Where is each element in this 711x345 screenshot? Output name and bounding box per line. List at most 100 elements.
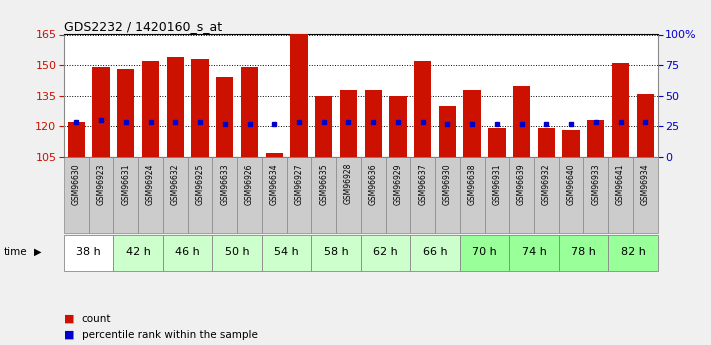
Text: GSM96924: GSM96924 — [146, 163, 155, 205]
Bar — [213, 235, 262, 270]
Text: GSM96633: GSM96633 — [220, 163, 229, 205]
Text: GDS2232 / 1420160_s_at: GDS2232 / 1420160_s_at — [64, 20, 222, 33]
Bar — [414, 61, 432, 157]
Text: GSM96929: GSM96929 — [393, 163, 402, 205]
Bar — [509, 235, 559, 270]
Bar — [534, 157, 559, 233]
Bar — [464, 90, 481, 157]
Bar — [191, 59, 209, 157]
Bar — [538, 128, 555, 157]
Bar — [559, 157, 584, 233]
Text: 62 h: 62 h — [373, 247, 398, 257]
Text: 54 h: 54 h — [274, 247, 299, 257]
Bar — [633, 157, 658, 233]
Text: GSM96638: GSM96638 — [468, 163, 476, 205]
Bar — [513, 86, 530, 157]
Bar — [484, 157, 509, 233]
Bar — [385, 157, 410, 233]
Text: GSM96630: GSM96630 — [72, 163, 81, 205]
Text: GSM96634: GSM96634 — [269, 163, 279, 205]
Text: GSM96923: GSM96923 — [97, 163, 106, 205]
Bar — [439, 106, 456, 157]
Bar — [460, 157, 484, 233]
Bar — [117, 69, 134, 157]
Bar — [237, 157, 262, 233]
Bar — [608, 157, 633, 233]
Bar — [488, 128, 506, 157]
Bar — [587, 120, 604, 157]
Text: 42 h: 42 h — [126, 247, 151, 257]
Bar — [262, 157, 287, 233]
Bar — [636, 94, 654, 157]
Bar — [166, 57, 184, 157]
Text: GSM96636: GSM96636 — [369, 163, 378, 205]
Text: GSM96632: GSM96632 — [171, 163, 180, 205]
Bar — [266, 153, 283, 157]
Text: ▶: ▶ — [34, 247, 42, 257]
Text: 78 h: 78 h — [571, 247, 596, 257]
Bar — [360, 235, 410, 270]
Bar — [340, 90, 357, 157]
Bar — [241, 67, 258, 157]
Bar — [612, 63, 629, 157]
Text: 82 h: 82 h — [621, 247, 646, 257]
Text: percentile rank within the sample: percentile rank within the sample — [82, 330, 257, 339]
Bar — [142, 61, 159, 157]
Bar — [188, 157, 213, 233]
Bar — [138, 157, 163, 233]
Text: GSM96927: GSM96927 — [294, 163, 304, 205]
Text: GSM96933: GSM96933 — [592, 163, 600, 205]
Text: 46 h: 46 h — [176, 247, 200, 257]
Text: time: time — [4, 247, 27, 257]
Bar — [64, 235, 114, 270]
Text: GSM96631: GSM96631 — [122, 163, 130, 205]
Bar — [435, 157, 460, 233]
Text: 66 h: 66 h — [423, 247, 447, 257]
Text: 50 h: 50 h — [225, 247, 250, 257]
Bar — [410, 235, 460, 270]
Bar — [562, 130, 579, 157]
Text: GSM96932: GSM96932 — [542, 163, 551, 205]
Text: GSM96639: GSM96639 — [517, 163, 526, 205]
Bar — [64, 157, 89, 233]
Bar — [410, 157, 435, 233]
Bar — [460, 235, 509, 270]
Bar — [608, 235, 658, 270]
Text: GSM96635: GSM96635 — [319, 163, 328, 205]
Text: GSM96925: GSM96925 — [196, 163, 205, 205]
Bar — [287, 157, 311, 233]
Bar — [114, 157, 138, 233]
Bar — [584, 157, 608, 233]
Bar — [89, 157, 114, 233]
Bar — [390, 96, 407, 157]
Bar — [365, 90, 382, 157]
Bar — [311, 235, 360, 270]
Bar — [216, 77, 233, 157]
Text: 74 h: 74 h — [522, 247, 547, 257]
Text: ■: ■ — [64, 330, 75, 339]
Bar — [311, 157, 336, 233]
Text: 38 h: 38 h — [76, 247, 101, 257]
Bar — [92, 67, 109, 157]
Bar — [213, 157, 237, 233]
Text: GSM96641: GSM96641 — [616, 163, 625, 205]
Text: 70 h: 70 h — [472, 247, 497, 257]
Bar — [559, 235, 608, 270]
Bar — [68, 122, 85, 157]
Text: GSM96926: GSM96926 — [245, 163, 254, 205]
Text: 58 h: 58 h — [324, 247, 348, 257]
Text: GSM96934: GSM96934 — [641, 163, 650, 205]
Bar — [509, 157, 534, 233]
Text: count: count — [82, 314, 111, 324]
Text: GSM96640: GSM96640 — [567, 163, 576, 205]
Text: GSM96637: GSM96637 — [418, 163, 427, 205]
Bar — [315, 96, 332, 157]
Text: ■: ■ — [64, 314, 75, 324]
Bar — [262, 235, 311, 270]
Bar — [163, 157, 188, 233]
Bar — [360, 157, 385, 233]
Text: GSM96930: GSM96930 — [443, 163, 452, 205]
Bar — [114, 235, 163, 270]
Bar — [290, 34, 308, 157]
Bar — [163, 235, 213, 270]
